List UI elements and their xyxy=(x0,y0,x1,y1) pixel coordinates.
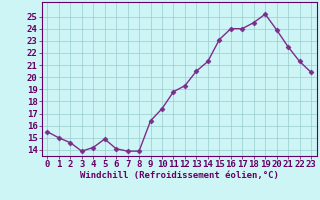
X-axis label: Windchill (Refroidissement éolien,°C): Windchill (Refroidissement éolien,°C) xyxy=(80,171,279,180)
